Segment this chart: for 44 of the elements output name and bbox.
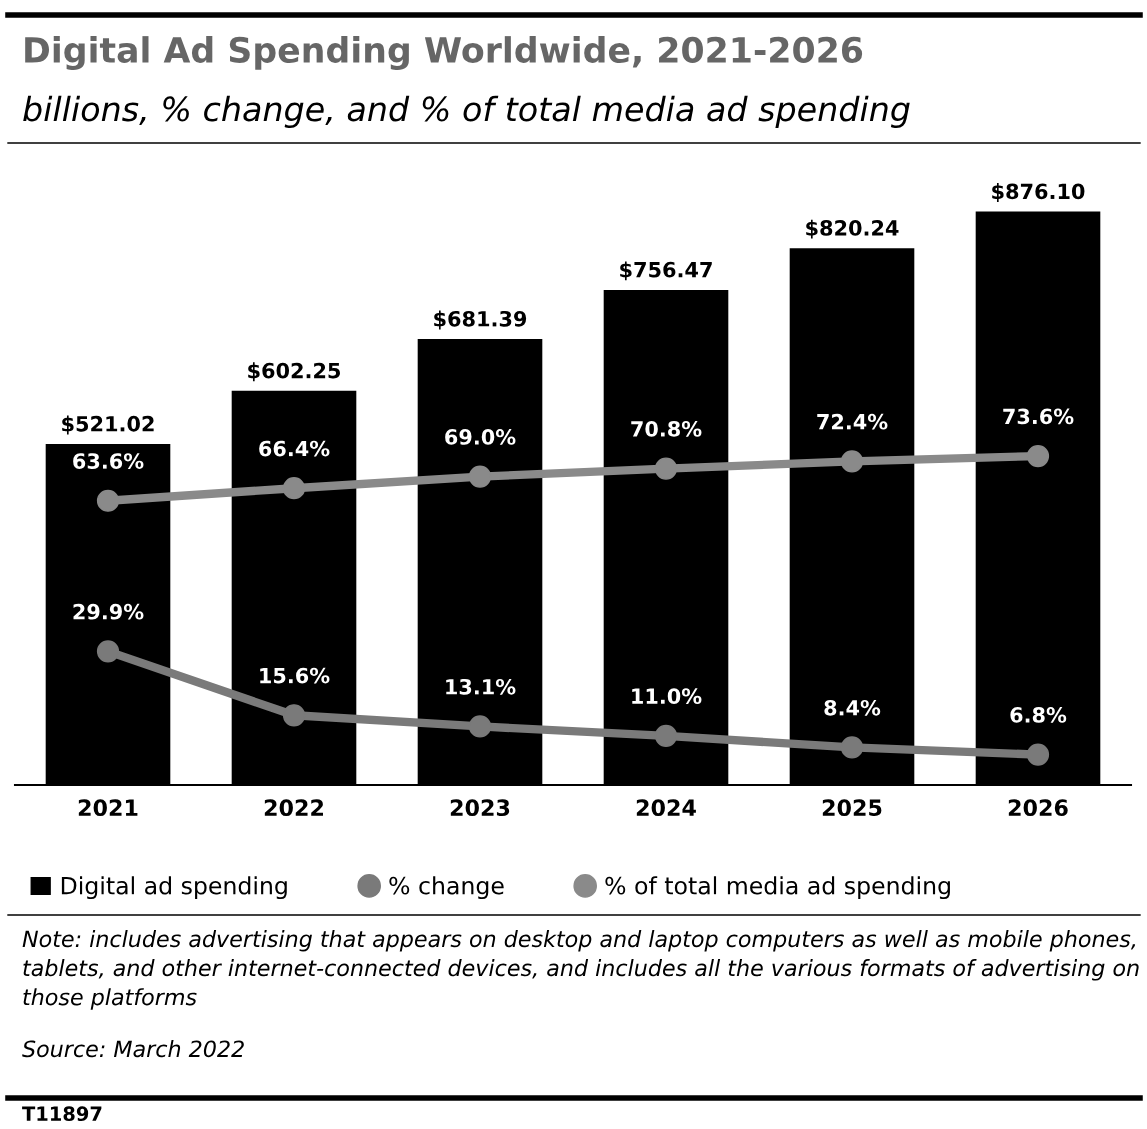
point <box>840 736 864 759</box>
data-label: 69.0% <box>445 429 516 445</box>
x-tick-label: 2023 <box>450 799 510 817</box>
point <box>840 450 864 473</box>
legend-label: % of total media ad spending <box>605 876 950 900</box>
data-label: 13.1% <box>446 678 516 695</box>
data-label: 72.4% <box>817 413 888 430</box>
point <box>1026 743 1050 766</box>
text: Note: includes advertising that appears on desktop and laptop computers as well as mobile phones, tablets, and other internet-connected devices, and includes all the various formats of advertising on those platforms <box>22 930 1139 1010</box>
point <box>282 477 306 500</box>
chart-subtitle: billions, % change, and % of total media ad spending <box>23 95 910 128</box>
data-label: $820.24 <box>806 219 899 239</box>
data-label: $756.47 <box>620 261 712 281</box>
data-label: 6.8% <box>1010 707 1067 723</box>
point <box>654 457 678 480</box>
data-label: $876.10 <box>992 183 1085 202</box>
data-label: 73.6% <box>1003 408 1074 425</box>
data-label: 63.6% <box>73 453 144 469</box>
point <box>1026 444 1050 468</box>
point <box>96 489 120 512</box>
data-label: 8.4% <box>824 699 881 716</box>
data-label: 70.8% <box>631 420 702 437</box>
point <box>96 640 120 663</box>
data-label: $602.25 <box>248 362 340 382</box>
x-tick-label: 2022 <box>264 799 323 817</box>
data-label: 11.0% <box>632 688 702 705</box>
point <box>468 465 492 488</box>
legend-label: Digital ad spending <box>61 876 287 900</box>
x-tick-label: 2026 <box>1008 799 1068 817</box>
x-tick-label: 2021 <box>78 799 138 817</box>
x-tick-label: 2025 <box>822 799 882 817</box>
data-label: $681.39 <box>434 310 527 330</box>
data-label: 15.6% <box>260 667 330 684</box>
data-label: 29.9% <box>73 603 144 620</box>
x-tick-label: 2024 <box>636 799 696 817</box>
point <box>654 724 678 747</box>
text: T11897 <box>22 1106 102 1122</box>
point <box>282 704 306 727</box>
chart-title: Digital Ad Spending Worldwide, 2021-2026 <box>25 36 863 70</box>
point <box>468 715 492 738</box>
data-label: 66.4% <box>259 440 330 457</box>
source-note: Source: March 2022 <box>22 1040 244 1058</box>
data-label: $521.02 <box>62 415 154 435</box>
legend-label: % change <box>389 876 504 900</box>
